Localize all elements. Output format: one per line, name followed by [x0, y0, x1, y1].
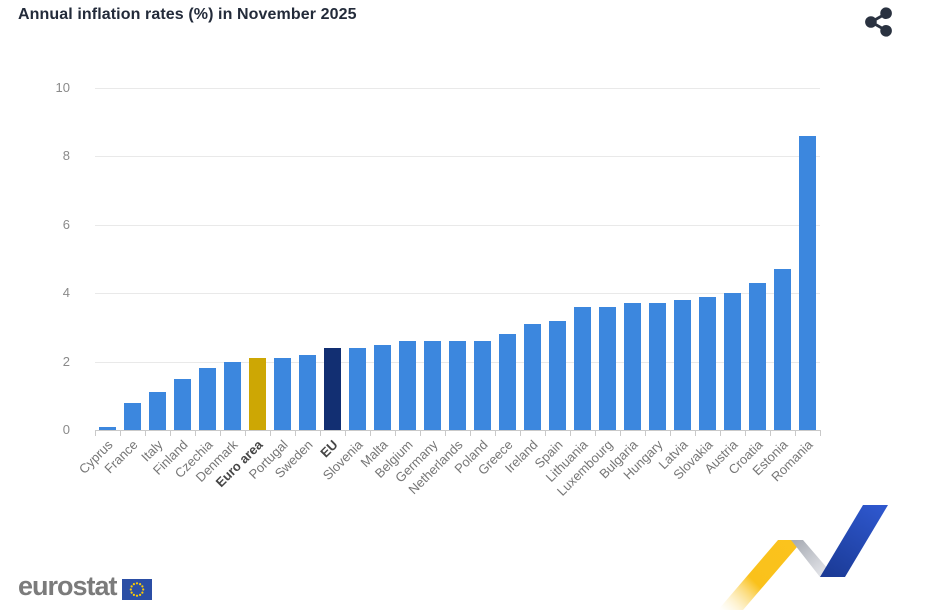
gridline-8 — [95, 156, 820, 158]
gridline-6 — [95, 224, 820, 226]
share-icon-glyph — [865, 7, 892, 37]
bar-slovenia[interactable] — [349, 347, 366, 430]
bar-euro-area[interactable] — [249, 358, 266, 430]
x-axis-tick — [695, 431, 696, 436]
x-axis-tick — [120, 431, 121, 436]
x-axis-tick — [170, 431, 171, 436]
x-axis-line — [95, 430, 821, 431]
y-axis-label-2: 2 — [62, 353, 70, 369]
bar-hungary[interactable] — [649, 303, 666, 430]
page-title: Annual inflation rates (%) in November 2… — [18, 6, 357, 23]
gridline-10 — [95, 88, 820, 89]
bar-austria[interactable] — [724, 293, 741, 430]
bar-portugal[interactable] — [274, 358, 291, 430]
x-axis-tick — [820, 431, 821, 436]
bar-finland[interactable] — [174, 378, 191, 430]
x-axis-tick — [420, 431, 421, 436]
x-axis-tick — [545, 431, 546, 436]
x-axis-tick — [495, 431, 496, 436]
y-axis-label-4: 4 — [62, 285, 70, 301]
bar-malta[interactable] — [374, 344, 391, 430]
x-axis-tick — [145, 431, 146, 436]
x-axis-tick — [245, 431, 246, 436]
x-axis-tick — [745, 431, 746, 436]
x-axis-tick — [620, 431, 621, 436]
x-axis-tick — [270, 431, 271, 436]
bar-greece[interactable] — [499, 334, 516, 430]
bar-denmark[interactable] — [224, 361, 241, 430]
y-axis-label-0: 0 — [62, 422, 70, 437]
bar-spain[interactable] — [549, 320, 566, 430]
bar-netherlands[interactable] — [449, 341, 466, 430]
x-axis-tick — [770, 431, 771, 436]
eu-flag-icon — [121, 579, 152, 600]
eurostat-logo-text: eurostat — [18, 571, 118, 601]
x-axis-tick — [345, 431, 346, 436]
y-axis-label-10: 10 — [55, 80, 70, 95]
gridline-4 — [95, 293, 820, 295]
x-axis-tick — [670, 431, 671, 436]
bar-belgium[interactable] — [399, 341, 416, 430]
y-axis-label-6: 6 — [62, 216, 70, 232]
x-axis-tick — [395, 431, 396, 436]
bar-eu[interactable] — [324, 347, 341, 430]
x-axis-tick — [570, 431, 571, 436]
eurostat-ribbon-graphic — [718, 505, 888, 610]
x-axis-tick — [645, 431, 646, 436]
x-axis-tick — [470, 431, 471, 436]
x-axis-tick — [220, 431, 221, 436]
bar-germany[interactable] — [424, 341, 441, 430]
bar-cyprus[interactable] — [99, 426, 116, 430]
bar-france[interactable] — [124, 402, 141, 430]
bar-ireland[interactable] — [524, 323, 541, 430]
x-axis-tick — [795, 431, 796, 436]
bar-latvia[interactable] — [674, 300, 691, 430]
bar-bulgaria[interactable] — [624, 303, 641, 430]
y-axis-label-8: 8 — [62, 148, 70, 164]
bar-estonia[interactable] — [774, 269, 791, 430]
x-axis-tick — [720, 431, 721, 436]
bar-czechia[interactable] — [199, 368, 216, 430]
bar-luxembourg[interactable] — [599, 306, 616, 430]
bar-lithuania[interactable] — [574, 306, 591, 430]
share-icon[interactable] — [860, 5, 898, 39]
x-axis-tick — [520, 431, 521, 436]
bar-slovakia[interactable] — [699, 296, 716, 430]
x-axis-tick — [445, 431, 446, 436]
bar-italy[interactable] — [149, 392, 166, 430]
bar-poland[interactable] — [474, 341, 491, 430]
x-axis-tick — [370, 431, 371, 436]
bar-croatia[interactable] — [749, 282, 766, 430]
x-axis-tick — [320, 431, 321, 436]
x-axis-tick — [295, 431, 296, 436]
bar-romania[interactable] — [799, 135, 816, 430]
eurostat-logo: eurostat — [18, 573, 152, 600]
x-axis-tick — [195, 431, 196, 436]
bar-sweden[interactable] — [299, 354, 316, 430]
x-axis-tick — [95, 431, 96, 436]
x-axis-tick — [595, 431, 596, 436]
